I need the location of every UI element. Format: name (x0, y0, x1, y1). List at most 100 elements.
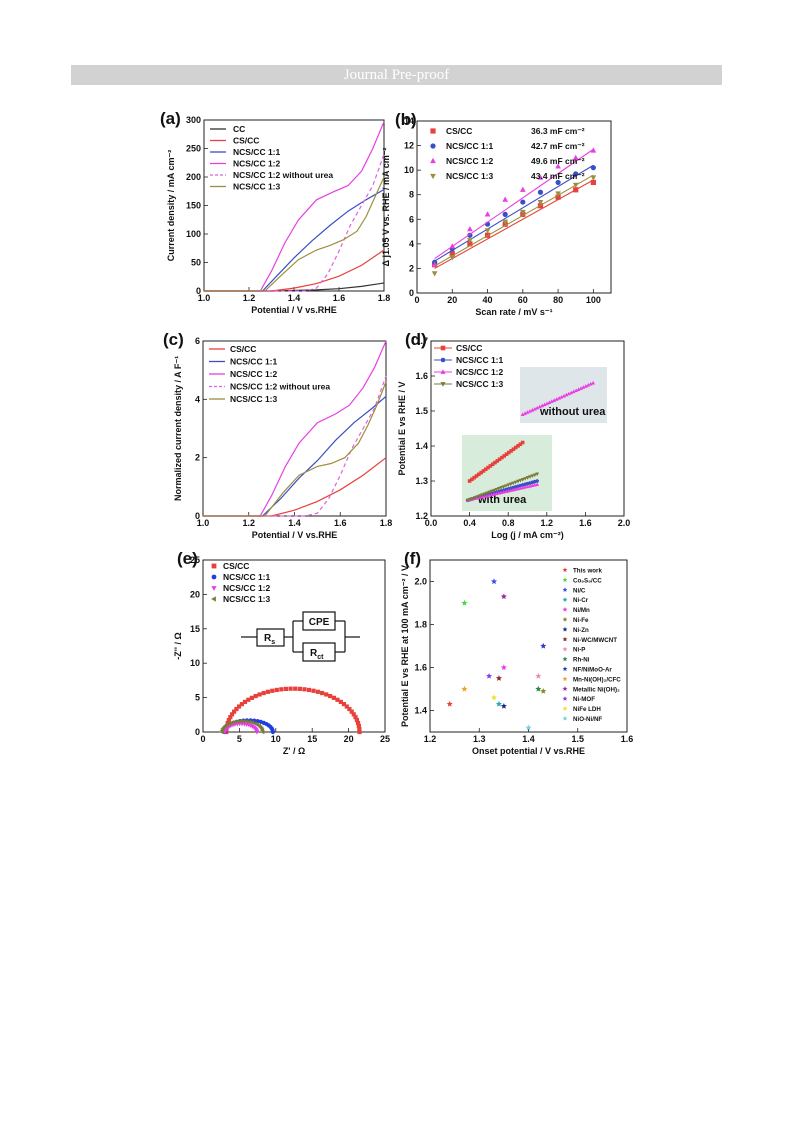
legend-label: Ni/Mn (573, 607, 590, 614)
data-point (576, 387, 581, 391)
data-point (288, 686, 293, 691)
data-point (542, 402, 547, 407)
y-tick-label: 10 (404, 165, 414, 175)
legend-label: Ni-Fe (573, 617, 589, 624)
x-tick-label: 40 (483, 295, 493, 305)
legend-marker (562, 656, 568, 662)
data-point (573, 187, 579, 193)
data-point (467, 479, 472, 483)
legend-marker (562, 646, 568, 652)
data-point (523, 411, 528, 415)
annotation-with-urea: with urea (477, 494, 527, 506)
panel-label: (c) (163, 330, 184, 349)
data-point (500, 703, 507, 709)
data-point (588, 381, 593, 386)
data-point (228, 715, 233, 720)
data-point (235, 718, 240, 724)
data-point (564, 392, 569, 397)
y-tick-label: 4 (409, 239, 414, 249)
legend-label: NCS/CC 1:1 (233, 147, 281, 157)
legend-label: This work (573, 568, 602, 575)
data-point (500, 664, 507, 671)
data-point (572, 154, 579, 160)
data-point (472, 496, 477, 500)
data-point (532, 473, 537, 478)
legend-label: Ni-Cr (573, 597, 589, 604)
legend-label: NCS/CC 1:3 (456, 379, 504, 389)
x-tick-label: 1.3 (473, 734, 486, 744)
data-point (254, 730, 260, 735)
data-point (487, 490, 492, 495)
data-point (470, 477, 474, 482)
data-point (328, 693, 333, 699)
legend-marker (562, 666, 568, 672)
legend-marker (440, 345, 446, 351)
legend-marker (440, 382, 446, 387)
y-tick-label: 4 (195, 394, 200, 404)
legend-label: NCS/CC 1:1 (230, 357, 278, 367)
legend-label: Ni-Zn (573, 627, 589, 634)
data-point (590, 179, 596, 186)
data-point (331, 695, 337, 700)
y-axis-label: Potential E vs RHE at 100 mA cm⁻² / V (400, 565, 410, 727)
panel-label: (d) (405, 330, 427, 349)
legend-label: Co₉S₈/CC (573, 577, 602, 584)
data-point (320, 690, 325, 696)
data-point (494, 487, 499, 492)
y-tick-label: 200 (186, 172, 201, 182)
data-point (506, 483, 511, 488)
data-point (324, 692, 329, 697)
data-point (356, 723, 361, 729)
data-point (493, 460, 497, 465)
panel-label: (e) (177, 549, 198, 568)
data-point (495, 700, 502, 707)
data-point (338, 699, 343, 704)
x-tick-label: 1.8 (380, 518, 393, 528)
legend-label: CS/CC (456, 343, 482, 353)
data-point (279, 687, 284, 692)
data-point (488, 464, 493, 468)
data-point (481, 469, 486, 473)
panel-a: 1.0 1.2 1.4 1.6 1.8 0 50 100 150 200 250 300 Potenti… (160, 109, 390, 315)
data-point (537, 174, 544, 180)
x-tick-label: 80 (553, 295, 563, 305)
y-tick-label: 1.5 (415, 406, 428, 416)
data-point (353, 715, 358, 720)
data-point (253, 693, 258, 699)
y-axis-label: -Z'' / Ω (173, 632, 183, 660)
x-tick-label: 15 (307, 734, 317, 744)
data-point (335, 697, 340, 702)
data-point (484, 211, 491, 217)
annotation-without-urea: without urea (539, 406, 606, 418)
legend-marker (430, 143, 436, 149)
data-point (590, 175, 597, 181)
data-point (467, 238, 473, 244)
x-tick-label: 0.8 (502, 518, 515, 528)
y-tick-label: 12 (404, 141, 414, 151)
data-point (468, 497, 473, 502)
data-point (226, 717, 231, 723)
data-point (234, 706, 239, 712)
legend-label: NCS/CC 1:3 (233, 182, 281, 192)
x-axis-label: Log (j / mA cm⁻²) (491, 530, 563, 540)
legend-marker (430, 128, 436, 134)
panel-b: 0 20 40 60 80 100 0 2 4 6 8 10 12 14 Scan rate / mV s⁻… (381, 110, 612, 317)
legend-marker (211, 574, 217, 580)
y-tick-label: 2 (195, 453, 200, 463)
legend-marker (562, 676, 568, 681)
plot-frame (202, 340, 387, 517)
data-point (523, 477, 528, 481)
data-point (236, 704, 242, 709)
data-point (484, 228, 491, 234)
legend-marker (430, 173, 436, 180)
legend-label: CS/CC (446, 126, 472, 136)
legend-label: NCS/CC 1:1 (446, 141, 494, 151)
data-point (554, 397, 559, 401)
data-point (449, 251, 455, 257)
y-tick-label: 1.8 (414, 620, 427, 630)
legend-label: CS/CC (223, 561, 249, 571)
data-point (349, 709, 354, 714)
data-point (535, 672, 542, 679)
x-axis-label: Onset potential / V vs.RHE (472, 746, 585, 756)
data-point (490, 578, 498, 585)
